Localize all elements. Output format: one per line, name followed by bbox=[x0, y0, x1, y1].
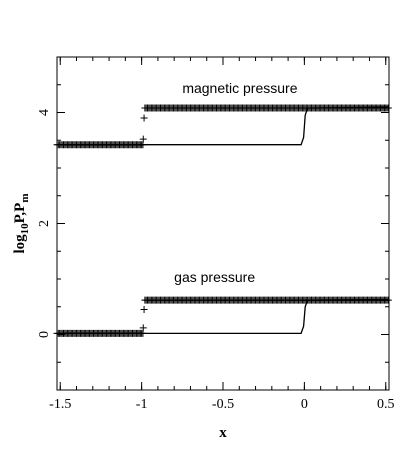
x-tick-label: 0 bbox=[301, 397, 308, 412]
y-axis-label-part: 10 bbox=[19, 223, 31, 235]
x-tick-label: -0.5 bbox=[212, 397, 234, 412]
marker-point bbox=[140, 306, 148, 314]
y-tick-label: 4 bbox=[37, 109, 52, 116]
x-tick-label: -1.5 bbox=[49, 397, 71, 412]
series-layer bbox=[53, 104, 392, 337]
labels-layer: -1.5 -1 -0.5 0 0.5 0 2 4 x log10P,Pm magnetic pres… bbox=[12, 80, 394, 441]
x-tick-label: -1 bbox=[136, 397, 148, 412]
annotation: gas pressure bbox=[174, 269, 255, 285]
y-axis-label-part: P,P bbox=[12, 203, 28, 224]
x-axis-label: x bbox=[219, 425, 227, 441]
marker-point bbox=[139, 135, 147, 143]
y-tick-label: 2 bbox=[37, 220, 52, 227]
series-line bbox=[57, 106, 390, 146]
x-tick-label: 0.5 bbox=[377, 397, 395, 412]
y-axis-label: log10P,Pm bbox=[12, 193, 31, 253]
series-line bbox=[57, 298, 390, 335]
y-axis-label-part: log bbox=[12, 234, 28, 254]
y-axis-label-part: m bbox=[19, 193, 31, 202]
marker-point bbox=[140, 114, 148, 122]
y-tick-label: 0 bbox=[37, 331, 52, 338]
annotation: magnetic pressure bbox=[182, 80, 297, 96]
marker-point bbox=[384, 296, 392, 304]
marker-point bbox=[139, 324, 147, 332]
axes-layer bbox=[56, 56, 390, 391]
marker-point bbox=[384, 104, 392, 112]
